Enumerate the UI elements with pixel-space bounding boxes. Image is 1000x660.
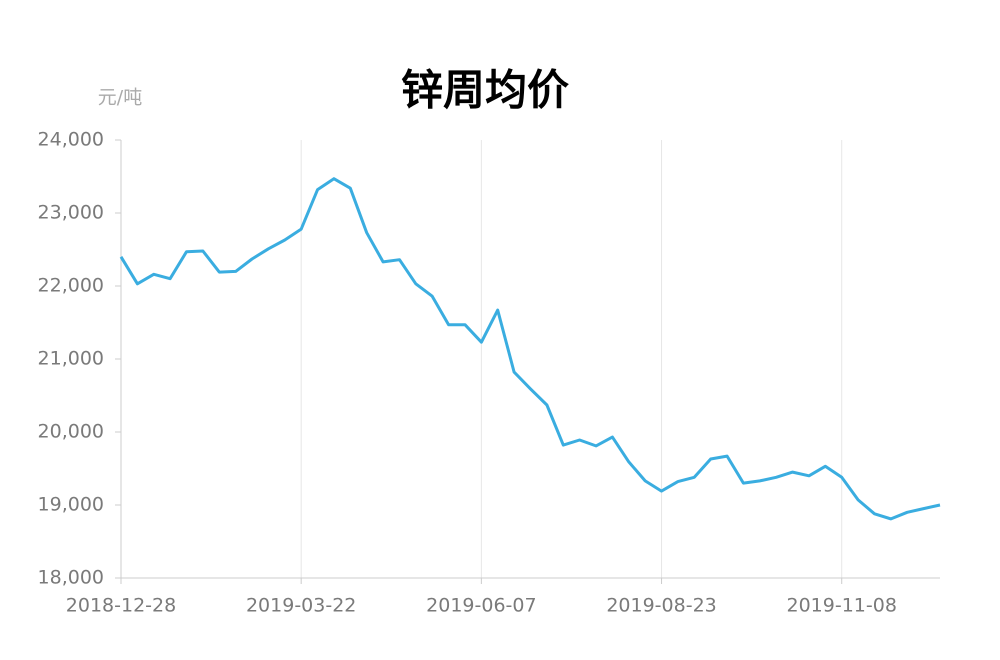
y-tick-label: 24,000 [38,129,104,151]
x-tick-label: 2019-11-08 [787,595,897,617]
y-tick-label: 18,000 [38,567,104,589]
y-tick-label: 21,000 [38,348,104,370]
chart-title: 锌周均价 [401,66,569,115]
x-tick-label: 2018-12-28 [66,595,176,617]
y-tick-label: 23,000 [38,202,104,224]
y-tick-label: 19,000 [38,494,104,516]
y-tick-label: 20,000 [38,421,104,443]
x-tick-label: 2019-06-07 [426,595,536,617]
y-tick-label: 22,000 [38,275,104,297]
x-tick-label: 2019-03-22 [246,595,356,617]
x-tick-label: 2019-08-23 [606,595,716,617]
line-series [119,177,941,521]
y-axis-unit: 元/吨 [98,87,142,109]
